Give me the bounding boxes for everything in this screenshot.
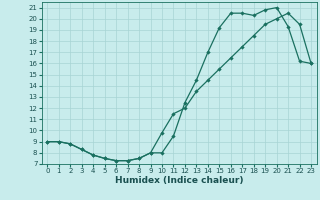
X-axis label: Humidex (Indice chaleur): Humidex (Indice chaleur) xyxy=(115,176,244,185)
